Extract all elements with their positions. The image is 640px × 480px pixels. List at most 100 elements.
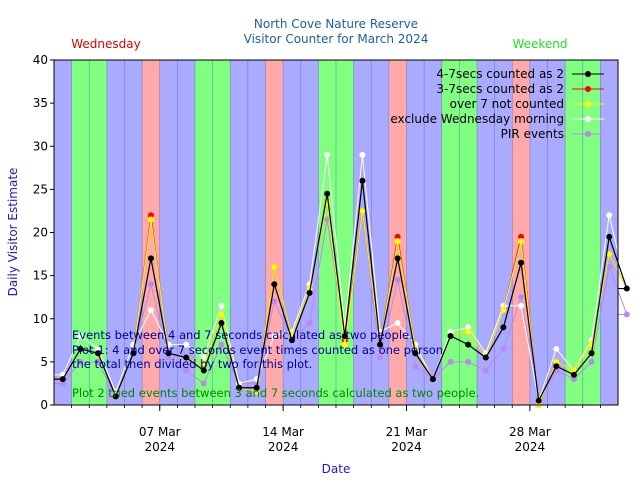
data-point (218, 320, 225, 327)
data-point (236, 384, 243, 391)
data-point (359, 151, 366, 158)
data-point (570, 376, 577, 383)
data-point (218, 302, 225, 309)
data-point (518, 294, 525, 301)
data-point (500, 307, 507, 314)
data-point (394, 320, 401, 327)
data-point (271, 333, 278, 339)
data-point (77, 345, 84, 352)
data-point (200, 380, 207, 387)
day-band-weekday (300, 60, 319, 405)
day-band-wednesday (512, 60, 531, 405)
data-point (112, 393, 119, 400)
data-point (147, 281, 154, 288)
data-point (341, 341, 348, 348)
chart-title: North Cove Nature Reserve (254, 17, 418, 31)
day-band-weekday (230, 60, 249, 405)
data-point (394, 233, 401, 240)
data-point (95, 345, 102, 352)
data-point (447, 333, 454, 339)
data-point (130, 350, 137, 357)
day-band-weekday (477, 60, 495, 405)
data-point (518, 259, 525, 266)
day-band-weekday (353, 60, 372, 405)
legend-label: 4-7secs counted as 2 (436, 67, 564, 81)
data-point (465, 358, 472, 365)
legend: 4-7secs counted as 23-7secs counted as 2… (390, 67, 604, 141)
data-point (253, 389, 260, 396)
data-point (359, 177, 366, 184)
day-band-weekend (459, 60, 478, 405)
y-tick-label: 5 (40, 355, 48, 369)
y-tick-label: 10 (33, 312, 48, 326)
x-tick-year: 2024 (391, 440, 422, 454)
data-point (588, 358, 595, 365)
data-point (570, 371, 577, 378)
data-point (623, 311, 630, 318)
data-point (465, 341, 472, 348)
legend-marker (585, 101, 591, 107)
day-band-weekday (547, 60, 566, 405)
legend-label: over 7 not counted (450, 97, 564, 111)
x-tick-year: 2024 (144, 440, 175, 454)
y-axis: 0 5 10 15 20 25 30 35 40 (33, 53, 54, 412)
legend-marker (585, 131, 591, 137)
data-point (447, 358, 454, 365)
legend-label: 3-7secs counted as 2 (436, 82, 564, 96)
data-point (394, 276, 401, 283)
x-tick-year: 2024 (515, 440, 546, 454)
data-point (147, 307, 154, 314)
data-point (606, 212, 613, 219)
data-point (429, 376, 436, 383)
data-point (447, 328, 454, 335)
data-point (377, 341, 384, 348)
data-point (95, 358, 102, 365)
legend-marker (585, 86, 591, 92)
day-band-weekend (336, 60, 354, 405)
y-tick-label: 20 (33, 226, 48, 240)
day-band-wednesday (388, 60, 407, 405)
y-tick-label: 30 (33, 139, 48, 153)
y-tick-label: 25 (33, 182, 48, 196)
legend-marker (585, 116, 591, 122)
data-point (500, 324, 507, 331)
y-tick-label: 40 (33, 53, 48, 67)
data-point (394, 238, 401, 245)
data-point (535, 397, 542, 404)
data-point (147, 216, 154, 223)
y-tick-label: 15 (33, 269, 48, 283)
data-point (606, 251, 613, 258)
data-point (165, 350, 172, 357)
x-tick-label: 28 Mar (509, 425, 551, 439)
plot-series (53, 151, 630, 408)
x-axis-label: Date (322, 462, 351, 476)
x-tick-label: 07 Mar (139, 425, 181, 439)
data-point (588, 350, 595, 357)
data-point (465, 324, 472, 331)
day-band-weekend (318, 60, 337, 405)
y-tick-label: 35 (33, 96, 48, 110)
data-point (377, 354, 384, 361)
data-point (77, 333, 84, 339)
annotation-line-1: Events between 4 and 7 seconds calculate… (72, 328, 413, 342)
data-point (394, 255, 401, 262)
data-point (200, 354, 207, 361)
day-band-weekend (441, 60, 460, 405)
data-point (553, 363, 560, 370)
y-axis-label: Daily Visitor Estimate (6, 168, 20, 297)
annotation-line-3: the total then divided by two for this p… (72, 357, 312, 371)
data-point (518, 233, 525, 240)
day-band-weekday (247, 60, 266, 405)
data-point (500, 345, 507, 352)
data-point (306, 320, 313, 327)
data-point (77, 358, 84, 365)
annotation-line-2: Plot 1: 4 and over 7 seconds event times… (72, 343, 443, 357)
data-point (271, 298, 278, 305)
data-point (606, 264, 613, 270)
data-point (341, 337, 348, 344)
day-band-weekday (600, 60, 619, 405)
legend-label: PIR events (501, 127, 564, 141)
data-point (412, 363, 419, 370)
